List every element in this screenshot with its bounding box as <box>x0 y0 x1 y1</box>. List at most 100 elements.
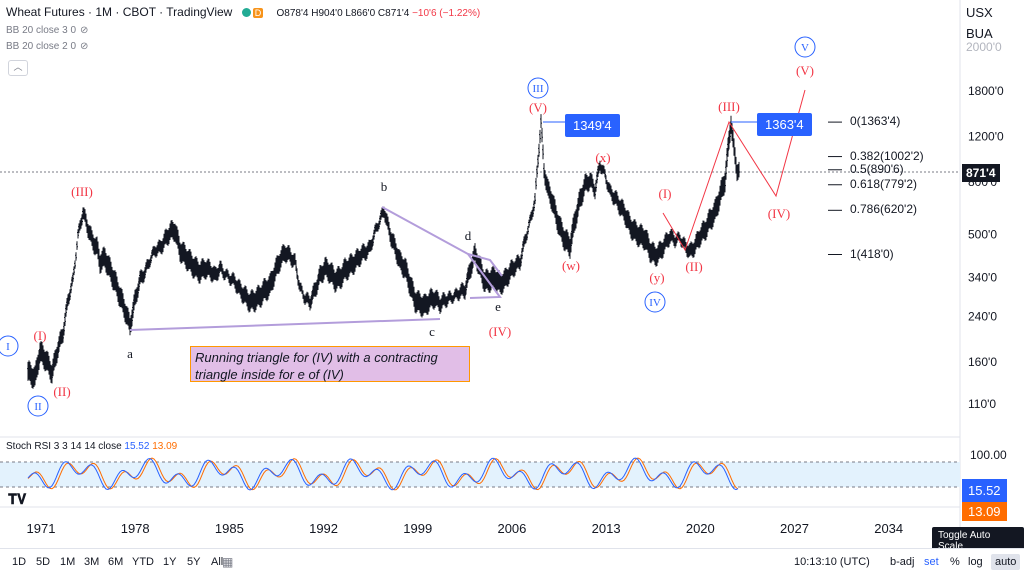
wave-label: c <box>429 324 435 339</box>
date-range-icon[interactable]: ▦ <box>222 555 234 569</box>
time-axis-label: 2027 <box>780 521 809 536</box>
time-axis-label: 1992 <box>309 521 338 536</box>
indicator-bb3[interactable]: BB 20 close 3 0 ⊘ <box>6 25 89 36</box>
time-axis-label: 1978 <box>121 521 150 536</box>
wave-label: (IV) <box>489 324 511 339</box>
fib-level-label: 0(1363'4) <box>850 114 901 129</box>
fib-level-label: 0.618(779'2) <box>850 176 918 191</box>
triangle-line-bde <box>381 206 502 299</box>
wave-label: (II) <box>685 259 702 274</box>
currency-label[interactable]: USX <box>966 5 993 20</box>
ohlc-values: O878'4 H904'0 L866'0 C871'4 −10'6 (−1.22… <box>277 8 481 19</box>
symbol-name[interactable]: Wheat Futures <box>6 5 85 19</box>
market-status-icon <box>241 8 251 18</box>
timeframe-button[interactable]: 1Y <box>163 556 177 568</box>
price-axis-label: 160'0 <box>968 355 997 369</box>
timeframe-button[interactable]: 5D <box>36 556 51 568</box>
price-axis-label: 1800'0 <box>968 84 1004 98</box>
stoch-d-value: 13.09 <box>152 441 178 452</box>
price-callout-2008[interactable]: 1349'4 <box>565 114 620 137</box>
price-axis-label: 500'0 <box>968 227 997 241</box>
stoch-d-tag: 13.09 <box>962 502 1007 521</box>
high-value: H904'0 <box>311 8 343 19</box>
wave-label-text: III <box>533 83 544 95</box>
change-value: −10'6 (−1.22%) <box>412 8 481 19</box>
timeframe-button[interactable]: 1D <box>12 556 27 568</box>
wave-label: (I) <box>659 186 672 201</box>
price-axis-label: 340'0 <box>968 271 997 285</box>
wave-label: a <box>127 346 133 361</box>
price-axis-labels: 1800'01200'0800'0500'0340'0240'0160'0110… <box>968 84 1004 411</box>
stoch-k-line <box>27 457 739 491</box>
wave-labels: IIIIIIIVV(I)(II)(III)(IV)(V)abcde(w)(x)(… <box>0 36 816 417</box>
price-chart[interactable]: IIIIIIIVV(I)(II)(III)(IV)(V)abcde(w)(x)(… <box>0 0 1024 548</box>
price-axis-partial: 2000'0 <box>966 40 1002 54</box>
price-axis-label: 1200'0 <box>968 129 1004 143</box>
badj-button[interactable]: b-adj <box>890 556 915 568</box>
indicator-bb2[interactable]: BB 20 close 2 0 ⊘ <box>6 41 89 52</box>
wave-circle-label <box>794 36 816 58</box>
wave-circle-label <box>27 395 49 417</box>
price-bars <box>27 114 740 389</box>
timeframe-button[interactable]: 6M <box>108 556 124 568</box>
wave-label: d <box>465 228 472 243</box>
low-value: L866'0 <box>345 8 376 19</box>
timeframe-button[interactable]: 5Y <box>187 556 201 568</box>
price-bars-path <box>27 114 740 389</box>
tradingview-logo[interactable]: 𝐓𝐕 <box>8 491 27 507</box>
log-button[interactable]: log <box>968 556 983 568</box>
wave-label: e <box>495 299 501 314</box>
stoch-rsi-legend[interactable]: Stoch RSI 3 3 14 14 close 15.52 13.09 <box>6 441 178 452</box>
wave-label: (y) <box>649 270 664 285</box>
wave-label-text: IV <box>649 297 661 309</box>
wave-label-text: I <box>6 341 10 353</box>
wave-circle-label <box>527 77 549 99</box>
time-axis-label: 1971 <box>27 521 56 536</box>
eye-off-icon[interactable]: ⊘ <box>80 25 89 36</box>
timeframe-button[interactable]: YTD <box>132 556 154 568</box>
percent-button[interactable]: % <box>950 556 960 568</box>
wave-label-text: II <box>34 401 42 413</box>
open-value: O878'4 <box>276 8 309 19</box>
wave-label: (x) <box>595 150 610 165</box>
triangle-line-ac <box>129 318 441 331</box>
clock-time[interactable]: 10:13:10 (UTC) <box>794 556 870 568</box>
timeframe-button[interactable]: 3M <box>84 556 100 568</box>
bottom-toolbar: 1D 5D 1M 3M 6M YTD 1Y 5Y All ▦ 10:13:10 (UTC) b-… <box>0 548 1024 577</box>
stoch-k-value: 15.52 <box>124 441 150 452</box>
wave-label: (IV) <box>768 206 790 221</box>
fib-level-label: 0.5(890'6) <box>850 161 904 176</box>
unit-label[interactable]: BUA <box>966 26 993 41</box>
projection-lines <box>543 89 806 252</box>
time-axis-label: 2006 <box>497 521 526 536</box>
triangle-lines <box>129 206 503 331</box>
timeframe-button[interactable]: All <box>211 556 224 568</box>
settlement-button[interactable]: set <box>924 556 939 568</box>
time-axis-label: 2013 <box>592 521 621 536</box>
stoch-rsi-pane <box>0 457 960 491</box>
time-axis-label: 1985 <box>215 521 244 536</box>
wave-label: (w) <box>562 258 580 273</box>
wave-label: (V) <box>796 63 814 78</box>
wave-label: (III) <box>718 99 740 114</box>
delayed-badge: D <box>252 7 264 18</box>
annotation-note[interactable]: Running triangle for (IV) with a contrac… <box>190 346 470 382</box>
price-callout-2022[interactable]: 1363'4 <box>757 113 812 136</box>
wave-label: b <box>381 179 388 194</box>
price-axis-label: 240'0 <box>968 310 997 324</box>
time-axis-labels: 1971 1978 1985 1992 1999 2006 2013 2020 2027 2034 <box>27 521 904 536</box>
fib-level-label: 1(418'0) <box>850 246 894 261</box>
auto-scale-button[interactable]: auto <box>991 554 1021 570</box>
interval[interactable]: 1M <box>95 5 113 19</box>
eye-off-icon[interactable]: ⊘ <box>80 41 89 52</box>
data-source: TradingView <box>166 5 233 19</box>
timeframe-button[interactable]: 1M <box>60 556 76 568</box>
wave-label: (II) <box>53 384 70 399</box>
time-axis-label: 2034 <box>874 521 903 536</box>
collapse-legend-icon[interactable]: ︿ <box>8 60 28 76</box>
time-axis-label: 1999 <box>403 521 432 536</box>
wave-label-text: V <box>801 42 809 54</box>
wave-label: (I) <box>34 328 47 343</box>
stoch-d-line <box>27 457 739 491</box>
wave-circle-label <box>644 291 666 313</box>
